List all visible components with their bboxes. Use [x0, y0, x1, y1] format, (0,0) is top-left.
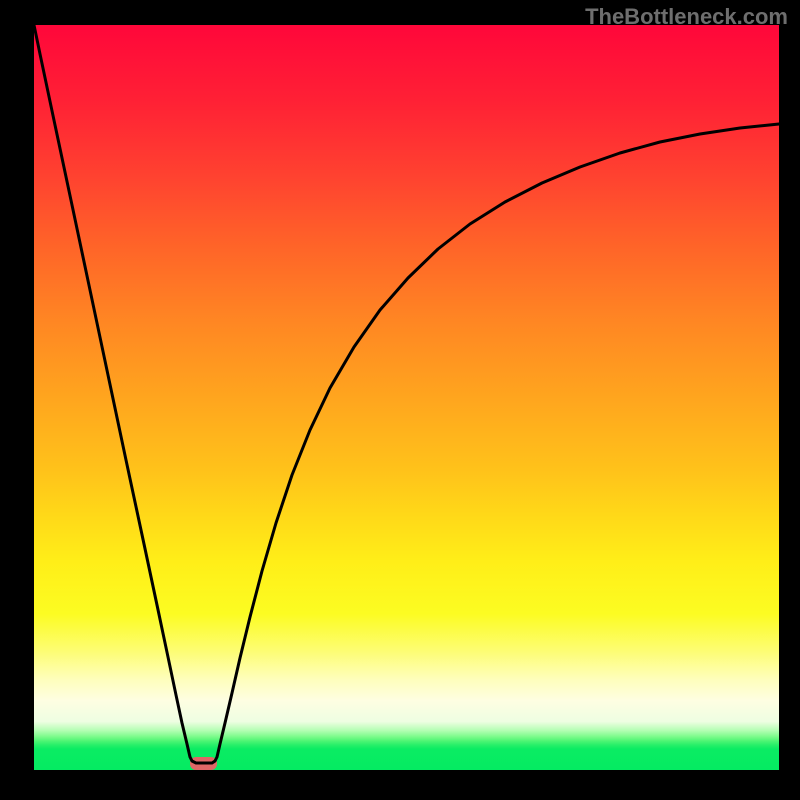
chart-svg [0, 0, 800, 800]
plot-background [34, 25, 779, 770]
watermark-text: TheBottleneck.com [585, 4, 788, 30]
chart-container: TheBottleneck.com [0, 0, 800, 800]
